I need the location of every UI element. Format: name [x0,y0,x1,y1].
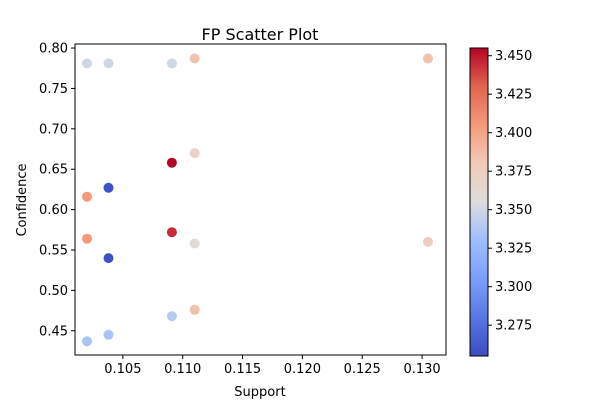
colorbar-tick-label: 3.275 [495,319,532,334]
scatter-point [189,53,200,64]
scatter-point [82,336,92,347]
x-tick-label: 0.130 [403,362,440,377]
scatter-point [189,238,200,249]
y-tick-label: 0.60 [39,203,68,218]
scatter-point [103,182,114,193]
colorbar-tick-label: 3.450 [495,49,532,64]
scatter-point [189,304,200,315]
colorbar-tick-label: 3.325 [495,242,532,257]
chart-title: FP Scatter Plot [202,25,319,44]
scatter-point [82,58,92,69]
y-tick-label: 0.50 [39,284,68,299]
colorbar-tick-label: 3.425 [495,88,532,103]
colorbar-tick-label: 3.350 [495,203,532,218]
scatter-point [166,58,177,69]
scatter-point [166,157,177,168]
colorbar [469,47,489,357]
y-tick-label: 0.55 [39,243,68,258]
colorbar-tick-label: 3.375 [495,165,532,180]
x-axis: 0.105 0.110 0.115 0.120 0.125 0.130 [104,355,441,377]
scatter-point [103,329,114,340]
x-tick-label: 0.110 [164,362,201,377]
colorbar-axis: 3.275 3.300 3.325 3.350 3.375 3.400 3.425 3.450 [488,49,532,334]
scatter-point [166,227,177,238]
y-tick-label: 0.65 [39,163,68,178]
y-axis: 0.45 0.50 0.55 0.60 0.65 0.70 0.75 0.80 [39,42,75,339]
scatter-point [103,58,114,69]
scatter-point [166,311,177,322]
x-axis-label: Support [234,385,285,400]
scatter-point [189,148,200,159]
y-tick-label: 0.45 [39,324,68,339]
points-layer [82,53,433,347]
x-tick-label: 0.125 [344,362,381,377]
scatter-point [82,191,92,202]
y-tick-label: 0.80 [39,42,68,57]
colorbar-tick-label: 3.400 [495,126,532,141]
y-axis-label: Confidence [15,163,30,236]
x-tick-label: 0.115 [224,362,261,377]
colorbar-tick-label: 3.300 [495,280,532,295]
plot-frame [74,43,447,356]
scatter-point [103,253,114,264]
scatter-point [82,233,92,244]
x-tick-label: 0.105 [104,362,141,377]
y-tick-label: 0.75 [39,82,68,97]
y-tick-label: 0.70 [39,122,68,137]
scatter-point [423,53,433,64]
scatter-point [423,236,433,247]
x-tick-label: 0.120 [284,362,321,377]
